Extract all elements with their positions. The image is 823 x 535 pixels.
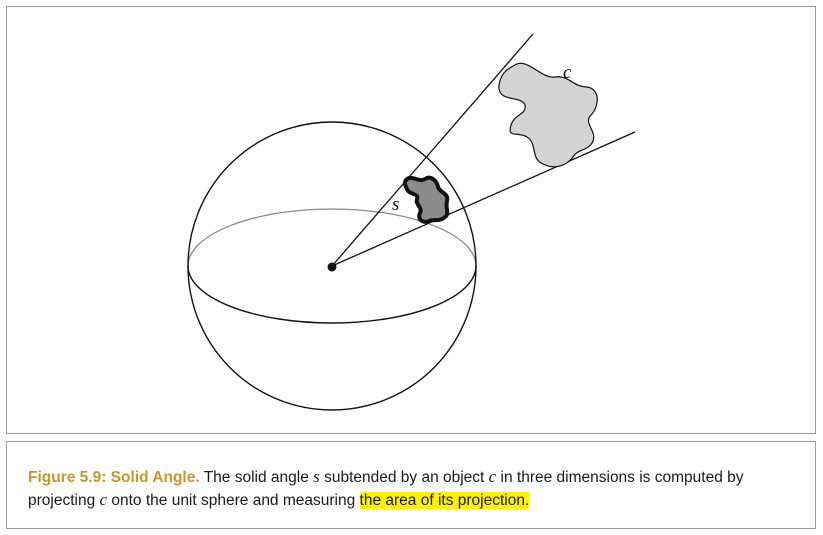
caption-var-s: s: [313, 467, 320, 486]
caption-highlight: the area of its projection.: [359, 492, 530, 509]
caption-text-2: subtended by an object: [319, 469, 489, 486]
equator-back-arc: [187, 208, 477, 267]
figure-panel: c s: [6, 6, 816, 434]
projection-s-blob: [402, 175, 450, 224]
label-c: c: [563, 62, 572, 83]
caption-label: Figure 5.9: Solid Angle.: [28, 469, 200, 486]
cone-ray-upper: [331, 33, 534, 267]
cone-ray-lower: [331, 131, 636, 267]
label-s: s: [392, 194, 399, 215]
caption-text-1: The solid angle: [199, 469, 314, 486]
caption-var-c-second: c: [99, 490, 108, 509]
object-c-blob: [498, 62, 598, 168]
equator-front-arc: [187, 265, 477, 324]
caption-text-4: onto the unit sphere and measuring: [107, 492, 360, 509]
sphere-center-point: [327, 262, 337, 272]
caption-text-3: in three dimensions is computed by proje…: [28, 469, 744, 509]
caption-var-c: c: [488, 467, 497, 486]
figure-caption: Figure 5.9: Solid Angle. The solid angle…: [6, 441, 816, 529]
solid-angle-diagram: c s: [187, 33, 636, 411]
